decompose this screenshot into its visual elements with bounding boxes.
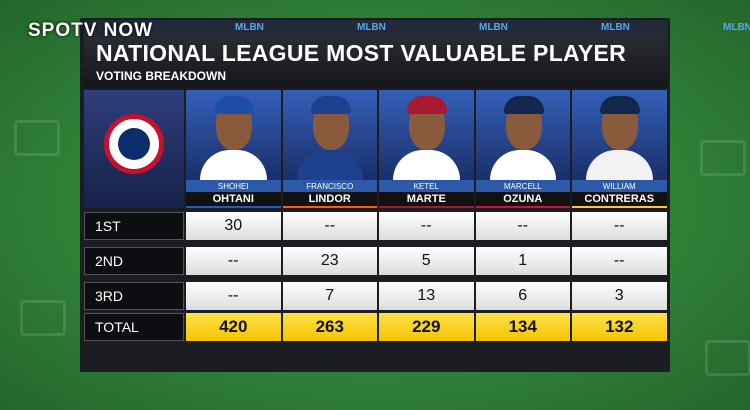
vote-cell: 3: [572, 282, 667, 310]
player-last-name: CONTRERAS: [572, 192, 667, 206]
background-pattern: [14, 120, 60, 156]
player-first-name: FRANCISCO: [282, 180, 377, 192]
watermark: SPOTV NOW: [28, 20, 154, 41]
player-cap: [600, 96, 640, 114]
vote-cell: 23: [282, 247, 377, 275]
vote-cell: --: [282, 212, 377, 240]
vote-cell: 30: [186, 212, 281, 240]
subtitle: VOTING BREAKDOWN: [96, 69, 226, 83]
ticker-logo: MLBN: [235, 22, 264, 33]
player-first-name: WILLIAM: [572, 180, 667, 192]
player-last-name: MARTE: [379, 192, 474, 206]
player-cap: [214, 96, 254, 114]
total-cell: 229: [379, 313, 474, 341]
vote-cell: 6: [475, 282, 570, 310]
row-label: TOTAL: [84, 313, 184, 341]
player-first-name: KETEL: [379, 180, 474, 192]
ticker-logo: MLBN: [479, 22, 508, 33]
player-cap: [310, 96, 351, 114]
title-bar: [84, 36, 668, 88]
player-first-name: SHOHEI: [186, 180, 281, 192]
ticker-logo: MLBN: [723, 22, 750, 33]
vote-cell: --: [186, 282, 281, 310]
total-cell: 420: [186, 313, 281, 341]
ticker-logo: MLBN: [601, 22, 630, 33]
team-accent: [379, 206, 474, 208]
league-logo-center: [118, 128, 150, 160]
vote-cell: 7: [282, 282, 377, 310]
team-accent: [572, 206, 667, 208]
vote-cell: --: [475, 212, 570, 240]
vote-cell: 1: [475, 247, 570, 275]
team-accent: [475, 206, 570, 208]
player-cap: [503, 96, 544, 114]
total-cell: 134: [475, 313, 570, 341]
background-pattern: [20, 300, 66, 336]
team-accent: [282, 206, 377, 208]
total-cell: 263: [282, 313, 377, 341]
team-accent: [186, 206, 281, 208]
player-cap: [407, 96, 447, 114]
vote-cell: --: [572, 212, 667, 240]
player-last-name: OHTANI: [186, 192, 281, 206]
ticker-bar: [84, 20, 668, 36]
ticker-logo: MLBN: [357, 22, 386, 33]
vote-cell: 5: [379, 247, 474, 275]
player-last-name: LINDOR: [282, 192, 377, 206]
vote-cell: --: [379, 212, 474, 240]
total-cell: 132: [572, 313, 667, 341]
row-label: 1ST: [84, 212, 184, 240]
vote-cell: --: [186, 247, 281, 275]
vote-cell: --: [572, 247, 667, 275]
row-label: 3RD: [84, 282, 184, 310]
vote-cell: 13: [379, 282, 474, 310]
title: NATIONAL LEAGUE MOST VALUABLE PLAYER: [96, 40, 627, 66]
background-pattern: [700, 140, 746, 176]
player-last-name: OZUNA: [475, 192, 570, 206]
background-pattern: [705, 340, 750, 376]
row-label: 2ND: [84, 247, 184, 275]
player-first-name: MARCELL: [475, 180, 570, 192]
